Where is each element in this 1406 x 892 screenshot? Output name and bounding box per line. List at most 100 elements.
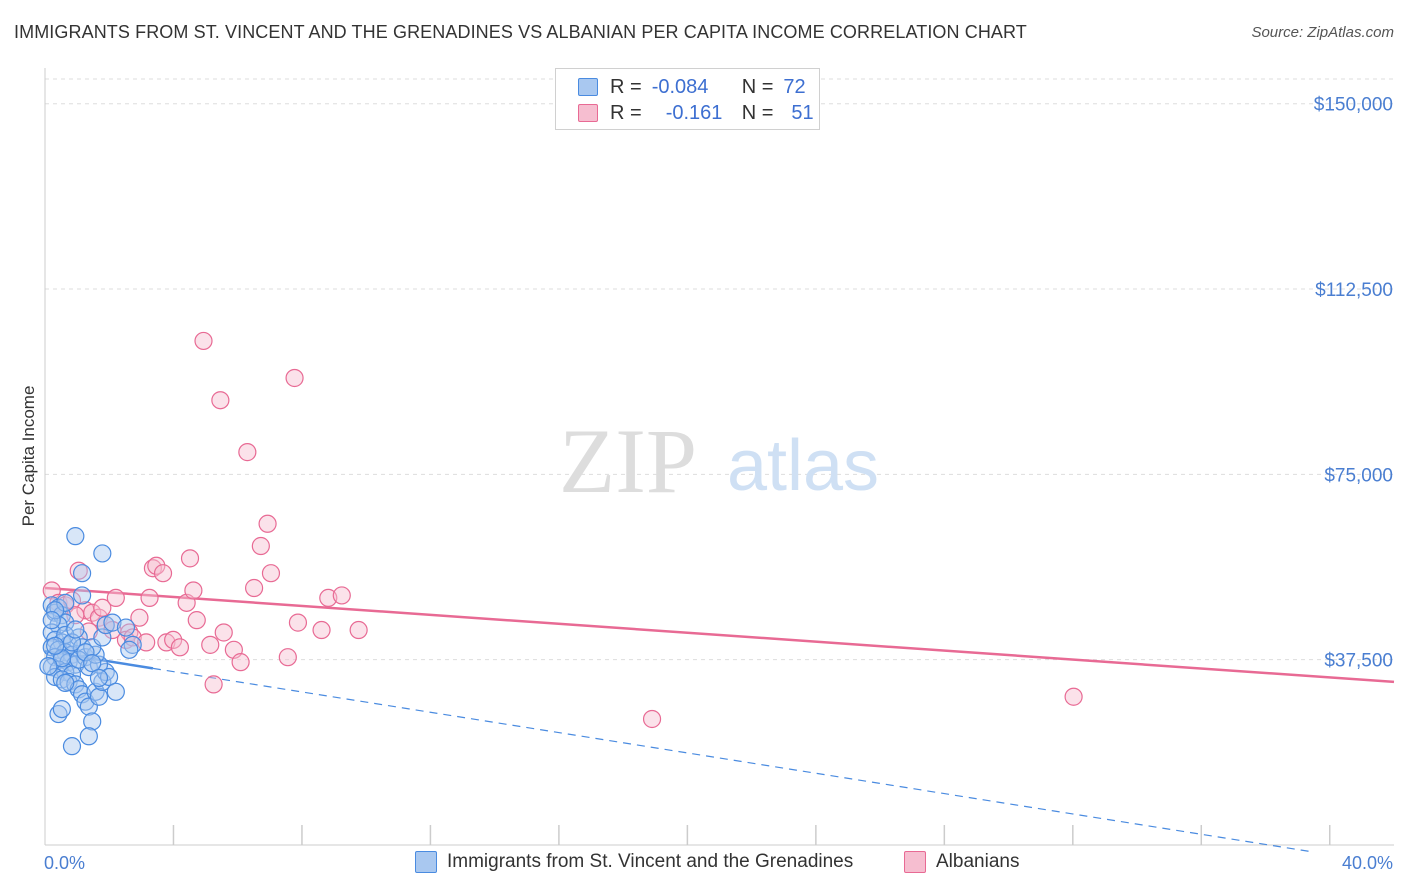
legend-item-albanians: Albanians bbox=[904, 851, 1019, 873]
data-point-albanians bbox=[251, 536, 270, 556]
watermark-zip: ZIP bbox=[559, 410, 697, 512]
data-point-immigrants bbox=[106, 682, 125, 701]
data-point-albanians bbox=[261, 564, 281, 583]
data-point-albanians bbox=[288, 613, 308, 632]
data-point-immigrants bbox=[79, 727, 98, 746]
data-point-immigrants bbox=[83, 654, 102, 673]
data-point-immigrants bbox=[66, 620, 85, 639]
source-label: Source: ZipAtlas.com bbox=[1251, 24, 1394, 41]
data-point-immigrants bbox=[103, 613, 122, 632]
data-point-immigrants bbox=[42, 611, 61, 630]
data-point-albanians bbox=[69, 561, 88, 580]
data-point-immigrants bbox=[93, 544, 112, 563]
data-point-albanians bbox=[153, 564, 173, 583]
data-point-albanians bbox=[231, 653, 250, 672]
legend-row-albanians: R = -0.161 N = 51 bbox=[578, 100, 814, 126]
data-point-immigrants bbox=[56, 673, 75, 693]
y-tick-label: $150,000 bbox=[1314, 95, 1393, 116]
data-point-immigrants bbox=[72, 564, 92, 583]
legend-label: Immigrants from St. Vincent and the Gren… bbox=[447, 851, 854, 872]
x-tick-label: 40.0% bbox=[1342, 853, 1393, 873]
legend-swatch-blue bbox=[415, 851, 437, 873]
data-point-immigrants bbox=[46, 601, 65, 620]
y-tick-label: $37,500 bbox=[1324, 651, 1393, 672]
data-point-albanians bbox=[332, 586, 351, 605]
x-tick-label: 0.0% bbox=[44, 853, 85, 873]
legend-item-immigrants: Immigrants from St. Vincent and the Gren… bbox=[415, 851, 853, 873]
series-immigrants bbox=[39, 527, 142, 756]
data-point-albanians bbox=[140, 588, 159, 608]
data-point-immigrants bbox=[56, 593, 75, 612]
data-point-albanians bbox=[319, 588, 338, 608]
data-point-albanians bbox=[238, 443, 257, 462]
data-point-albanians bbox=[204, 675, 223, 694]
data-point-immigrants bbox=[89, 668, 109, 688]
data-point-albanians bbox=[214, 623, 233, 642]
data-point-albanians bbox=[180, 549, 200, 568]
data-point-immigrants bbox=[76, 643, 95, 662]
grid-lines bbox=[45, 78, 1394, 661]
legend-swatch-pink bbox=[904, 851, 926, 873]
legend-row-immigrants: R = -0.084 N = 72 bbox=[578, 74, 806, 100]
data-point-albanians bbox=[147, 556, 166, 575]
data-point-albanians bbox=[201, 635, 220, 654]
trend-line-immigrants-extrapolated bbox=[152, 667, 1310, 853]
watermark: ZIP atlas bbox=[559, 410, 879, 512]
data-point-albanians bbox=[130, 608, 149, 627]
data-point-immigrants bbox=[46, 636, 65, 655]
data-point-albanians bbox=[312, 620, 331, 640]
series-albanians bbox=[42, 331, 1083, 729]
legend-r-label: R = bbox=[610, 75, 642, 98]
data-point-immigrants bbox=[120, 640, 139, 659]
legend-n-label: N = bbox=[741, 75, 774, 98]
data-point-immigrants bbox=[89, 687, 109, 706]
legend-n-value: 51 bbox=[791, 101, 814, 124]
data-point-immigrants bbox=[62, 737, 82, 756]
legend-swatch-pink bbox=[578, 104, 598, 122]
trend-lines bbox=[44, 586, 1395, 853]
data-point-albanians bbox=[285, 368, 304, 388]
legend-label: Albanians bbox=[936, 851, 1020, 872]
data-point-immigrants bbox=[99, 667, 119, 687]
y-axis-label: Per Capita Income bbox=[19, 386, 38, 527]
correlation-legend: R = -0.084 N = 72 R = -0.161 N = 51 bbox=[555, 68, 820, 130]
data-point-immigrants bbox=[83, 712, 102, 731]
data-point-immigrants bbox=[66, 527, 85, 546]
data-point-albanians bbox=[89, 608, 109, 627]
y-tick-label: $112,500 bbox=[1315, 280, 1393, 301]
data-point-immigrants bbox=[116, 618, 136, 637]
data-point-albanians bbox=[187, 611, 206, 630]
data-point-immigrants bbox=[86, 682, 105, 701]
data-point-albanians bbox=[184, 581, 203, 600]
axes bbox=[44, 68, 1394, 846]
legend-r-value: -0.084 bbox=[651, 75, 709, 98]
watermark-atlas: atlas bbox=[727, 426, 879, 506]
data-point-albanians bbox=[106, 588, 125, 608]
legend-n-label: N = bbox=[741, 101, 774, 124]
data-point-immigrants bbox=[72, 586, 92, 605]
data-point-immigrants bbox=[123, 635, 142, 654]
data-point-albanians bbox=[642, 709, 662, 729]
tick-labels: $37,500 $75,000 $112,500 $150,000 0.0% 40.0% bbox=[44, 95, 1393, 873]
legend-n-value: 72 bbox=[783, 75, 806, 98]
legend-r-value: -0.161 bbox=[665, 101, 723, 124]
y-tick-label: $75,000 bbox=[1324, 465, 1393, 486]
data-point-albanians bbox=[349, 620, 368, 640]
data-point-immigrants bbox=[39, 657, 58, 676]
data-point-albanians bbox=[170, 638, 189, 657]
legend-swatch-blue bbox=[578, 78, 598, 96]
data-point-immigrants bbox=[52, 699, 71, 719]
chart-title: IMMIGRANTS FROM ST. VINCENT AND THE GREN… bbox=[14, 22, 1027, 42]
data-point-albanians bbox=[1064, 687, 1083, 706]
data-point-albanians bbox=[137, 633, 156, 652]
data-point-albanians bbox=[244, 578, 264, 598]
trend-line-albanians bbox=[44, 586, 1395, 684]
data-point-albanians bbox=[194, 331, 213, 351]
legend-r-label: R = bbox=[610, 101, 642, 124]
data-point-albanians bbox=[93, 598, 112, 617]
data-point-immigrants bbox=[89, 655, 109, 674]
data-point-albanians bbox=[66, 606, 85, 625]
data-point-immigrants bbox=[49, 704, 68, 724]
data-point-albanians bbox=[211, 391, 230, 410]
